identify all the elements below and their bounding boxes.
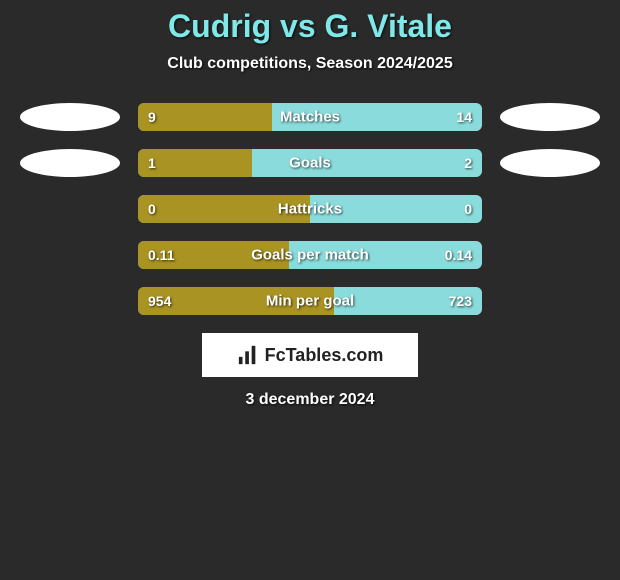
stat-value-right: 0.14 (445, 247, 472, 263)
stat-value-left: 9 (148, 109, 156, 125)
stat-bar: Goals12 (138, 149, 482, 177)
stat-row: Matches914 (0, 103, 620, 131)
team-logo-right (500, 149, 600, 177)
stat-bar: Min per goal954723 (138, 287, 482, 315)
team-logo-left (20, 149, 120, 177)
stat-row: Hattricks00 (0, 195, 620, 223)
stat-row: Min per goal954723 (0, 287, 620, 315)
stat-value-left: 1 (148, 155, 156, 171)
date-line: 3 december 2024 (0, 391, 620, 409)
stat-value-right: 14 (456, 109, 472, 125)
team-logo-left (20, 103, 120, 131)
team-logo-left (20, 195, 120, 223)
team-logo-right (500, 241, 600, 269)
bar-chart-icon (237, 344, 259, 366)
team-logo-left (20, 241, 120, 269)
brand-badge: FcTables.com (202, 333, 418, 377)
team-logo-right (500, 195, 600, 223)
stat-bar: Matches914 (138, 103, 482, 131)
bar-left-fill (138, 103, 272, 131)
page-title: Cudrig vs G. Vitale (0, 8, 620, 45)
stat-rows: Matches914Goals12Hattricks00Goals per ma… (0, 103, 620, 315)
brand-text: FcTables.com (265, 345, 384, 366)
comparison-infographic: Cudrig vs G. Vitale Club competitions, S… (0, 0, 620, 580)
stat-value-right: 2 (464, 155, 472, 171)
stat-value-left: 0 (148, 201, 156, 217)
stat-value-left: 0.11 (148, 247, 174, 263)
team-logo-right (500, 103, 600, 131)
team-logo-right (500, 287, 600, 315)
bar-left-fill (138, 195, 310, 223)
stat-value-right: 723 (449, 293, 472, 309)
stat-row: Goals per match0.110.14 (0, 241, 620, 269)
stat-bar: Goals per match0.110.14 (138, 241, 482, 269)
stat-value-right: 0 (464, 201, 472, 217)
team-logo-left (20, 287, 120, 315)
stat-value-left: 954 (148, 293, 171, 309)
stat-row: Goals12 (0, 149, 620, 177)
subtitle: Club competitions, Season 2024/2025 (0, 55, 620, 73)
stat-bar: Hattricks00 (138, 195, 482, 223)
